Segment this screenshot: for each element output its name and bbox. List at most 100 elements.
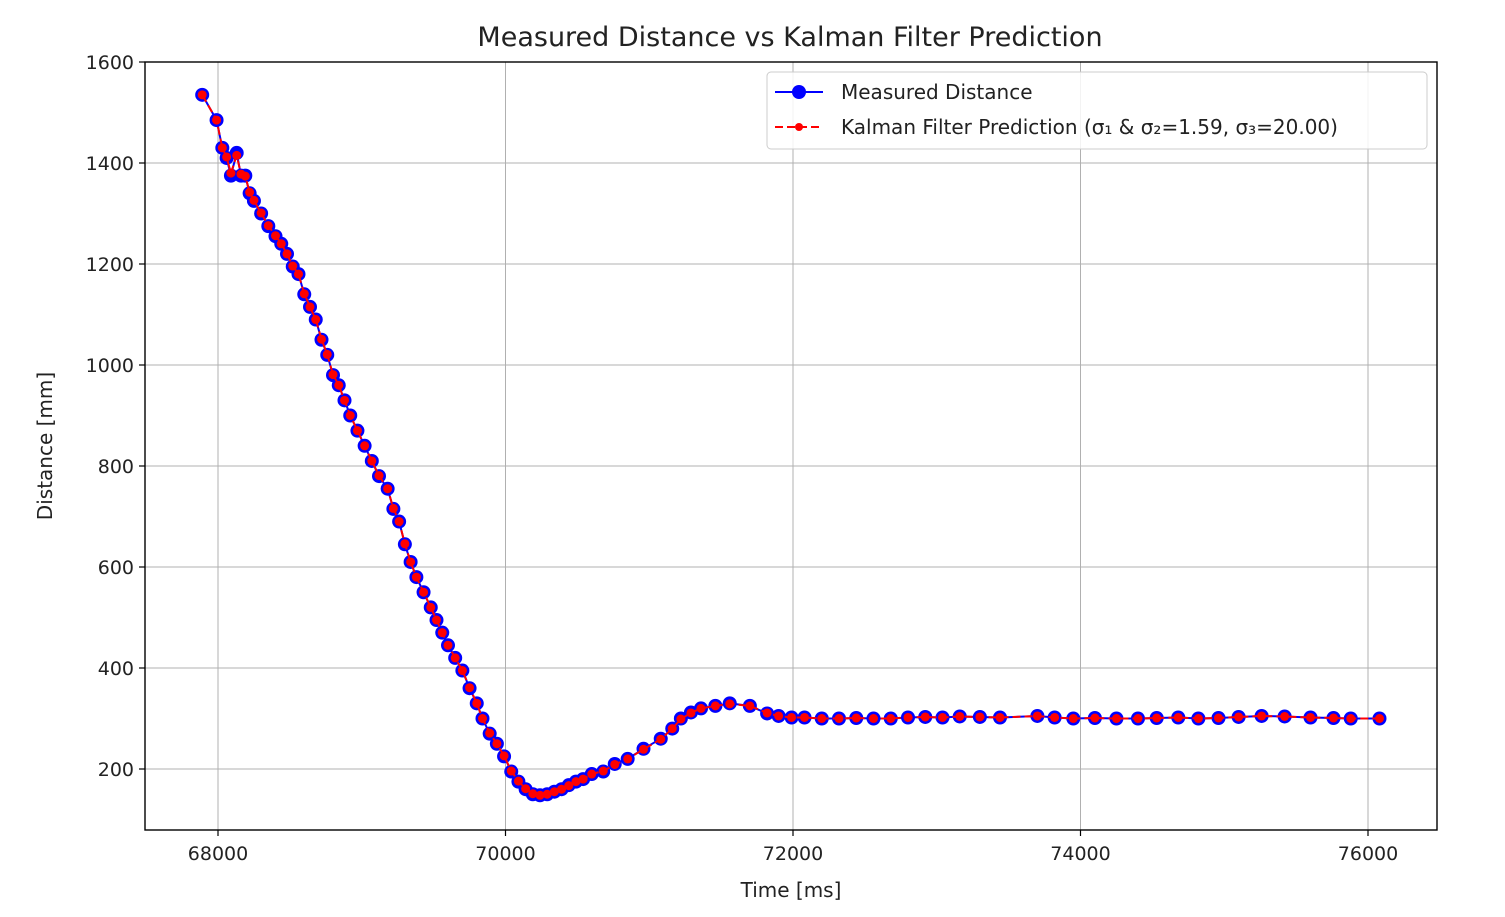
kalman-prediction-point [1234,712,1244,722]
kalman-prediction-point [521,784,531,794]
kalman-prediction-point [406,557,416,567]
kalman-prediction-point [197,90,207,100]
kalman-prediction-point [437,628,447,638]
kalman-prediction-point [232,150,242,160]
kalman-prediction-point [774,711,784,721]
y-axis-label: Distance [mm] [33,372,57,520]
y-axis-ticks: 200 400 600 800 1000 1200 1400 1600 [86,52,145,781]
kalman-prediction-point [245,187,255,197]
kalman-prediction-point [249,195,259,205]
legend-measured-label: Measured Distance [841,80,1033,104]
kalman-prediction-point [1133,714,1143,723]
legend-kalman-marker [795,123,803,131]
kalman-prediction-point [472,698,482,708]
kalman-prediction-point [499,751,509,761]
kalman-prediction-point [328,370,338,380]
kalman-prediction-point [426,602,436,612]
kalman-prediction-point [317,334,326,344]
kalman-prediction-point [1280,711,1290,721]
kalman-prediction-point [288,261,298,271]
kalman-prediction-point [1032,711,1042,721]
kalman-prediction-point [340,395,349,405]
kalman-prediction-point [696,703,706,713]
kalman-prediction-point [549,787,559,797]
kalman-prediction-point [513,776,523,786]
chart-title: Measured Distance vs Kalman Filter Predi… [477,22,1102,53]
kalman-prediction-point [535,790,545,800]
kalman-prediction-point [212,115,222,125]
kalman-prediction-point [800,712,809,722]
x-tick-label: 76000 [1338,843,1398,865]
kalman-prediction-point [1346,714,1356,723]
kalman-prediction-point [1214,713,1223,723]
kalman-prediction-point [610,759,620,769]
kalman-prediction-point [834,714,844,723]
grid-lines [145,61,1437,830]
kalman-prediction-point [598,766,608,776]
kalman-prediction-point [564,781,574,791]
kalman-prediction-point [492,739,502,749]
kalman-prediction-point [938,712,947,722]
legend-box [766,71,1428,150]
kalman-prediction-point [542,789,552,799]
kalman-prediction-point [1068,714,1078,723]
kalman-prediction-line [201,94,1380,797]
legend: Measured Distance Kalman Filter Predictio… [766,71,1428,150]
kalman-prediction-point [787,712,797,722]
kalman-prediction-point [240,171,250,181]
kalman-prediction-point [419,587,429,597]
y-tick-label: 600 [98,557,134,579]
kalman-prediction-point [1329,713,1338,723]
kalman-prediction-point [886,714,896,723]
x-tick-label: 70000 [475,843,535,865]
y-tick-label: 400 [98,658,134,680]
kalman-prediction-point [571,777,581,787]
kalman-prediction-point [322,349,332,359]
kalman-prediction-point [817,714,827,723]
kalman-prediction-point [686,708,696,718]
kalman-prediction-point [1111,714,1121,723]
kalman-prediction-point [1257,711,1267,721]
kalman-prediction-point [282,249,292,259]
kalman-prediction-point [222,152,232,162]
kalman-prediction-point [578,774,588,784]
kalman-prediction-point [345,411,355,420]
kalman-prediction-point [294,269,303,279]
kalman-prediction-point [400,539,410,549]
kalman-prediction-point [1193,714,1203,723]
kalman-prediction-point [557,784,567,794]
kalman-prediction-point [1090,713,1100,723]
y-tick-label: 200 [98,759,134,781]
kalman-prediction-point [256,208,266,218]
y-tick-label: 1000 [86,355,134,377]
kalman-prediction-point [656,734,666,744]
kalman-prediction-point [411,572,421,582]
kalman-prediction-point [869,714,878,723]
kalman-prediction-point [1375,714,1384,723]
kalman-prediction-point [639,744,648,754]
x-axis-label: Time [ms] [740,878,842,902]
kalman-prediction-point [263,221,273,231]
kalman-prediction-point [383,484,393,494]
kalman-prediction-point [443,640,453,650]
kalman-prediction-point [271,231,280,241]
kalman-prediction-point [1050,712,1060,722]
kalman-prediction-point [1173,712,1183,722]
kalman-prediction-point [762,708,772,718]
kalman-prediction-point [394,517,404,527]
kalman-prediction-point [465,683,475,693]
legend-kalman-label: Kalman Filter Prediction (σ₁ & σ₂=1.59, … [841,115,1338,139]
x-tick-label: 74000 [1050,843,1110,865]
kalman-prediction-point [587,769,597,779]
y-tick-label: 1200 [86,254,134,276]
kalman-prediction-point [710,701,720,711]
kalman-prediction-point [745,701,755,711]
kalman-prediction-point [955,711,965,721]
kalman-prediction-point [276,239,286,249]
kalman-prediction-point [311,315,321,325]
kalman-prediction-point [360,441,370,451]
kalman-prediction-point [1306,712,1315,722]
kalman-prediction-point [506,766,516,776]
